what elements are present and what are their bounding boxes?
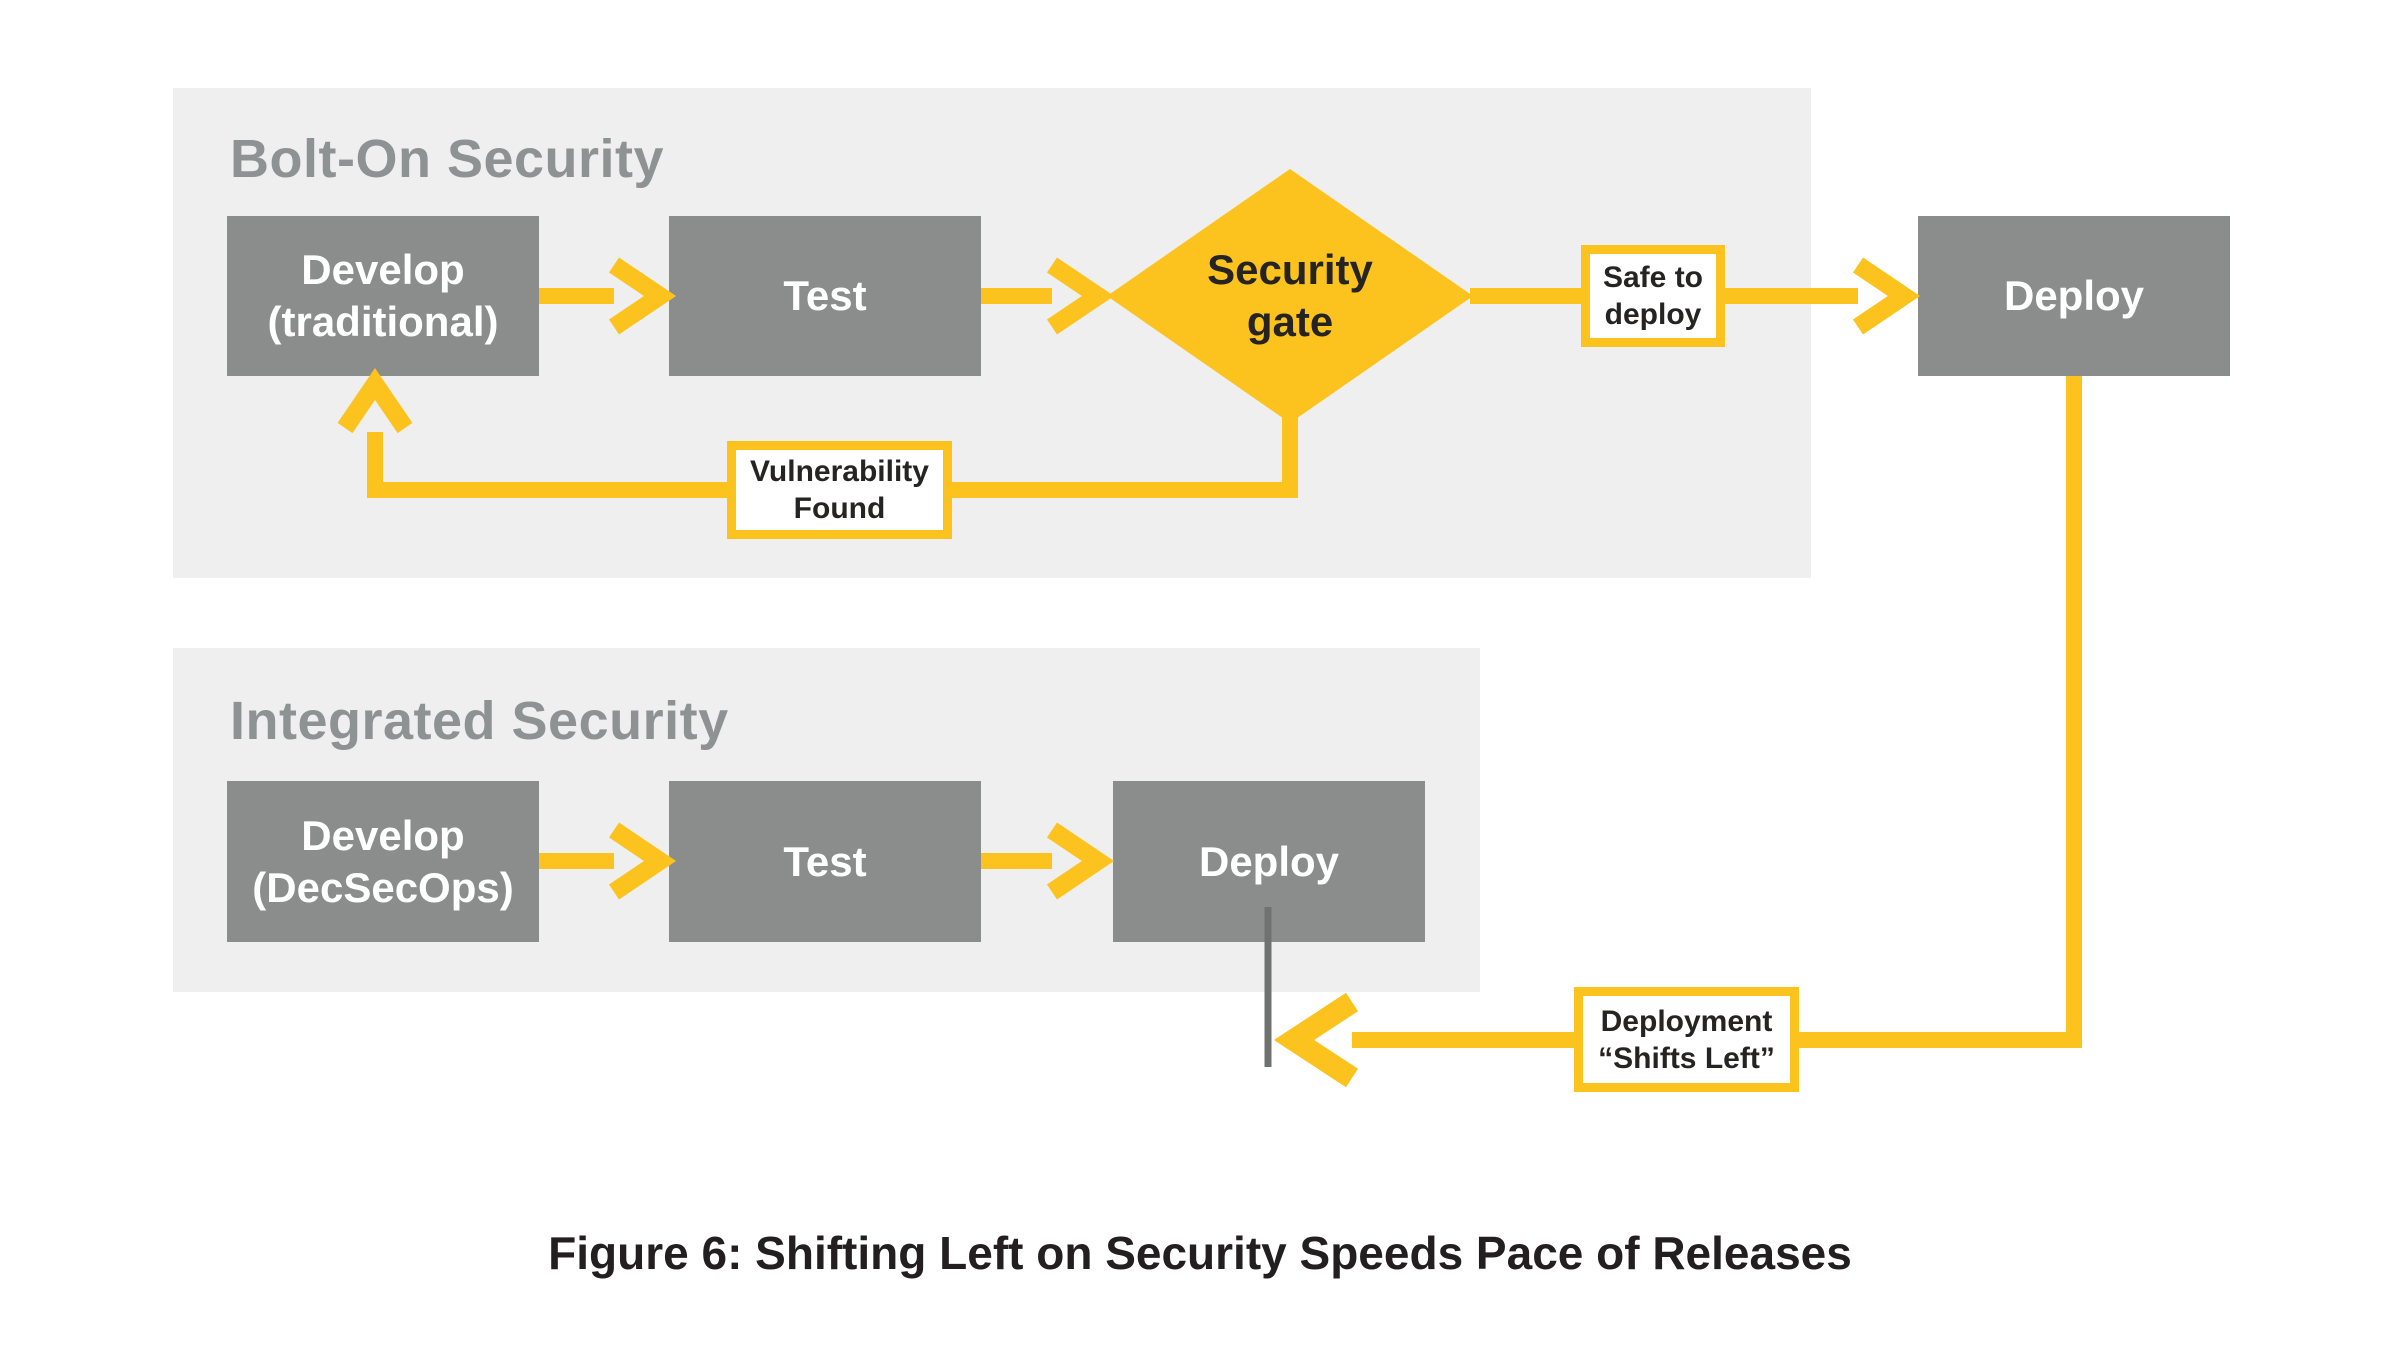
develop-devsecops-node: Develop (DecSecOps)	[227, 781, 539, 942]
bolt-on-panel-title: Bolt-On Security	[230, 129, 665, 189]
test-bottom-node: Test	[669, 781, 981, 942]
chevron-right-icon	[1852, 257, 1921, 335]
label-line: Vulnerability	[750, 455, 929, 488]
label-line: Safe to	[1602, 261, 1704, 294]
develop-traditional-node: Develop (traditional)	[227, 216, 539, 376]
label-line: deploy	[1604, 298, 1702, 331]
node-label-line: Deploy	[1198, 837, 1340, 885]
label-line: Found	[793, 492, 886, 525]
node-label-line: (DecSecOps)	[252, 863, 514, 911]
figure-caption: Figure 6: Shifting Left on Security Spee…	[548, 1227, 1852, 1279]
node-label-line: Test	[783, 837, 867, 885]
deploy-bottom-node: Deploy	[1113, 781, 1425, 942]
label-line: “Shifts Left”	[1598, 1041, 1775, 1075]
safe-to-deploy-label: Safe to deploy	[1581, 245, 1725, 347]
node-label-line: Develop	[301, 811, 465, 859]
node-label-line: gate	[1246, 298, 1334, 345]
node-label-line: Deploy	[2003, 272, 2145, 319]
deploy-top-node: Deploy	[1918, 216, 2230, 376]
integrated-panel-title: Integrated Security	[230, 691, 729, 751]
security-gate-label: Security gate	[1140, 244, 1440, 348]
node-label-line: Security	[1207, 246, 1373, 293]
chevron-left-icon	[1273, 992, 1359, 1088]
deployment-shifts-left-label: Deployment “Shifts Left”	[1574, 987, 1799, 1092]
node-label-line: Develop	[301, 246, 465, 293]
vulnerability-found-label: Vulnerability Found	[727, 441, 952, 539]
label-line: Deployment	[1600, 1004, 1773, 1038]
node-label-line: (traditional)	[267, 298, 499, 345]
node-label-line: Test	[783, 272, 867, 319]
test-top-node: Test	[669, 216, 981, 376]
